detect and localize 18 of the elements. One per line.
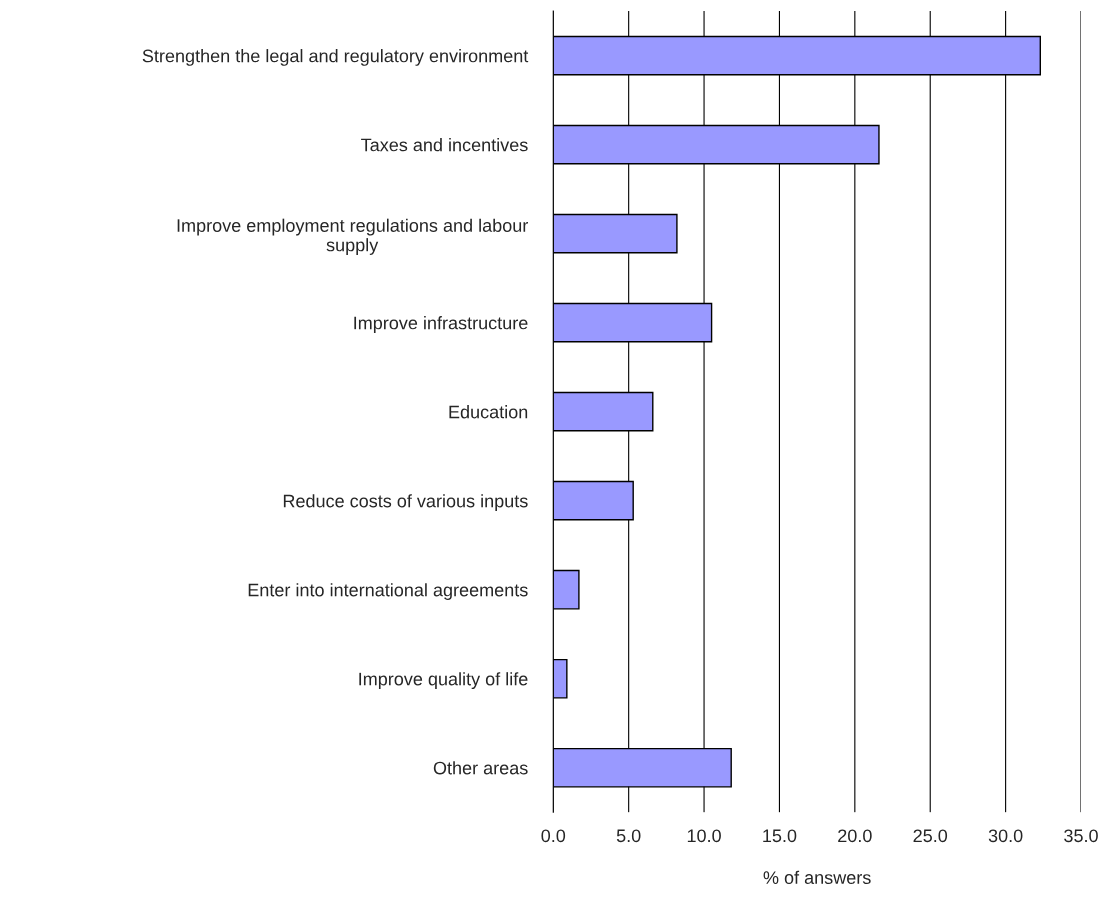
x-tick-label: 25.0 [913,829,948,843]
x-tick-label: 30.0 [988,829,1023,843]
x-tick-label: 15.0 [763,829,797,843]
y-tick-label: Strengthen the legal and regulatory environment [142,49,529,66]
y-tick-label: Improve quality of life [359,672,528,689]
y-tick-label: Improve infrastructure [354,316,528,333]
x-tick-label: 10.0 [687,829,721,843]
x-tick-label: 35.0 [1064,829,1098,843]
x-axis-title: % of answers [763,870,871,884]
x-tick-label: 20.0 [838,829,872,843]
x-tick-label: 0.0 [541,829,566,843]
y-tick-label: Enter into international agreements [248,583,528,600]
y-tick-label: Improve employment regulations and labour supply [177,218,529,255]
y-tick-label: Education [449,405,528,419]
y-tick-label: Taxes and incentives [361,138,528,152]
x-tick-label: 5.0 [616,829,641,843]
y-tick-label: Other areas [433,761,528,775]
y-tick-label: Reduce costs of various inputs [283,494,528,511]
